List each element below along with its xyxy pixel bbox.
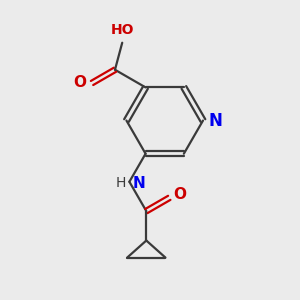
Text: N: N: [208, 112, 222, 130]
Text: H: H: [116, 176, 126, 190]
Text: HO: HO: [110, 23, 134, 38]
Text: O: O: [74, 76, 87, 91]
Text: O: O: [174, 188, 187, 202]
Text: N: N: [132, 176, 145, 191]
